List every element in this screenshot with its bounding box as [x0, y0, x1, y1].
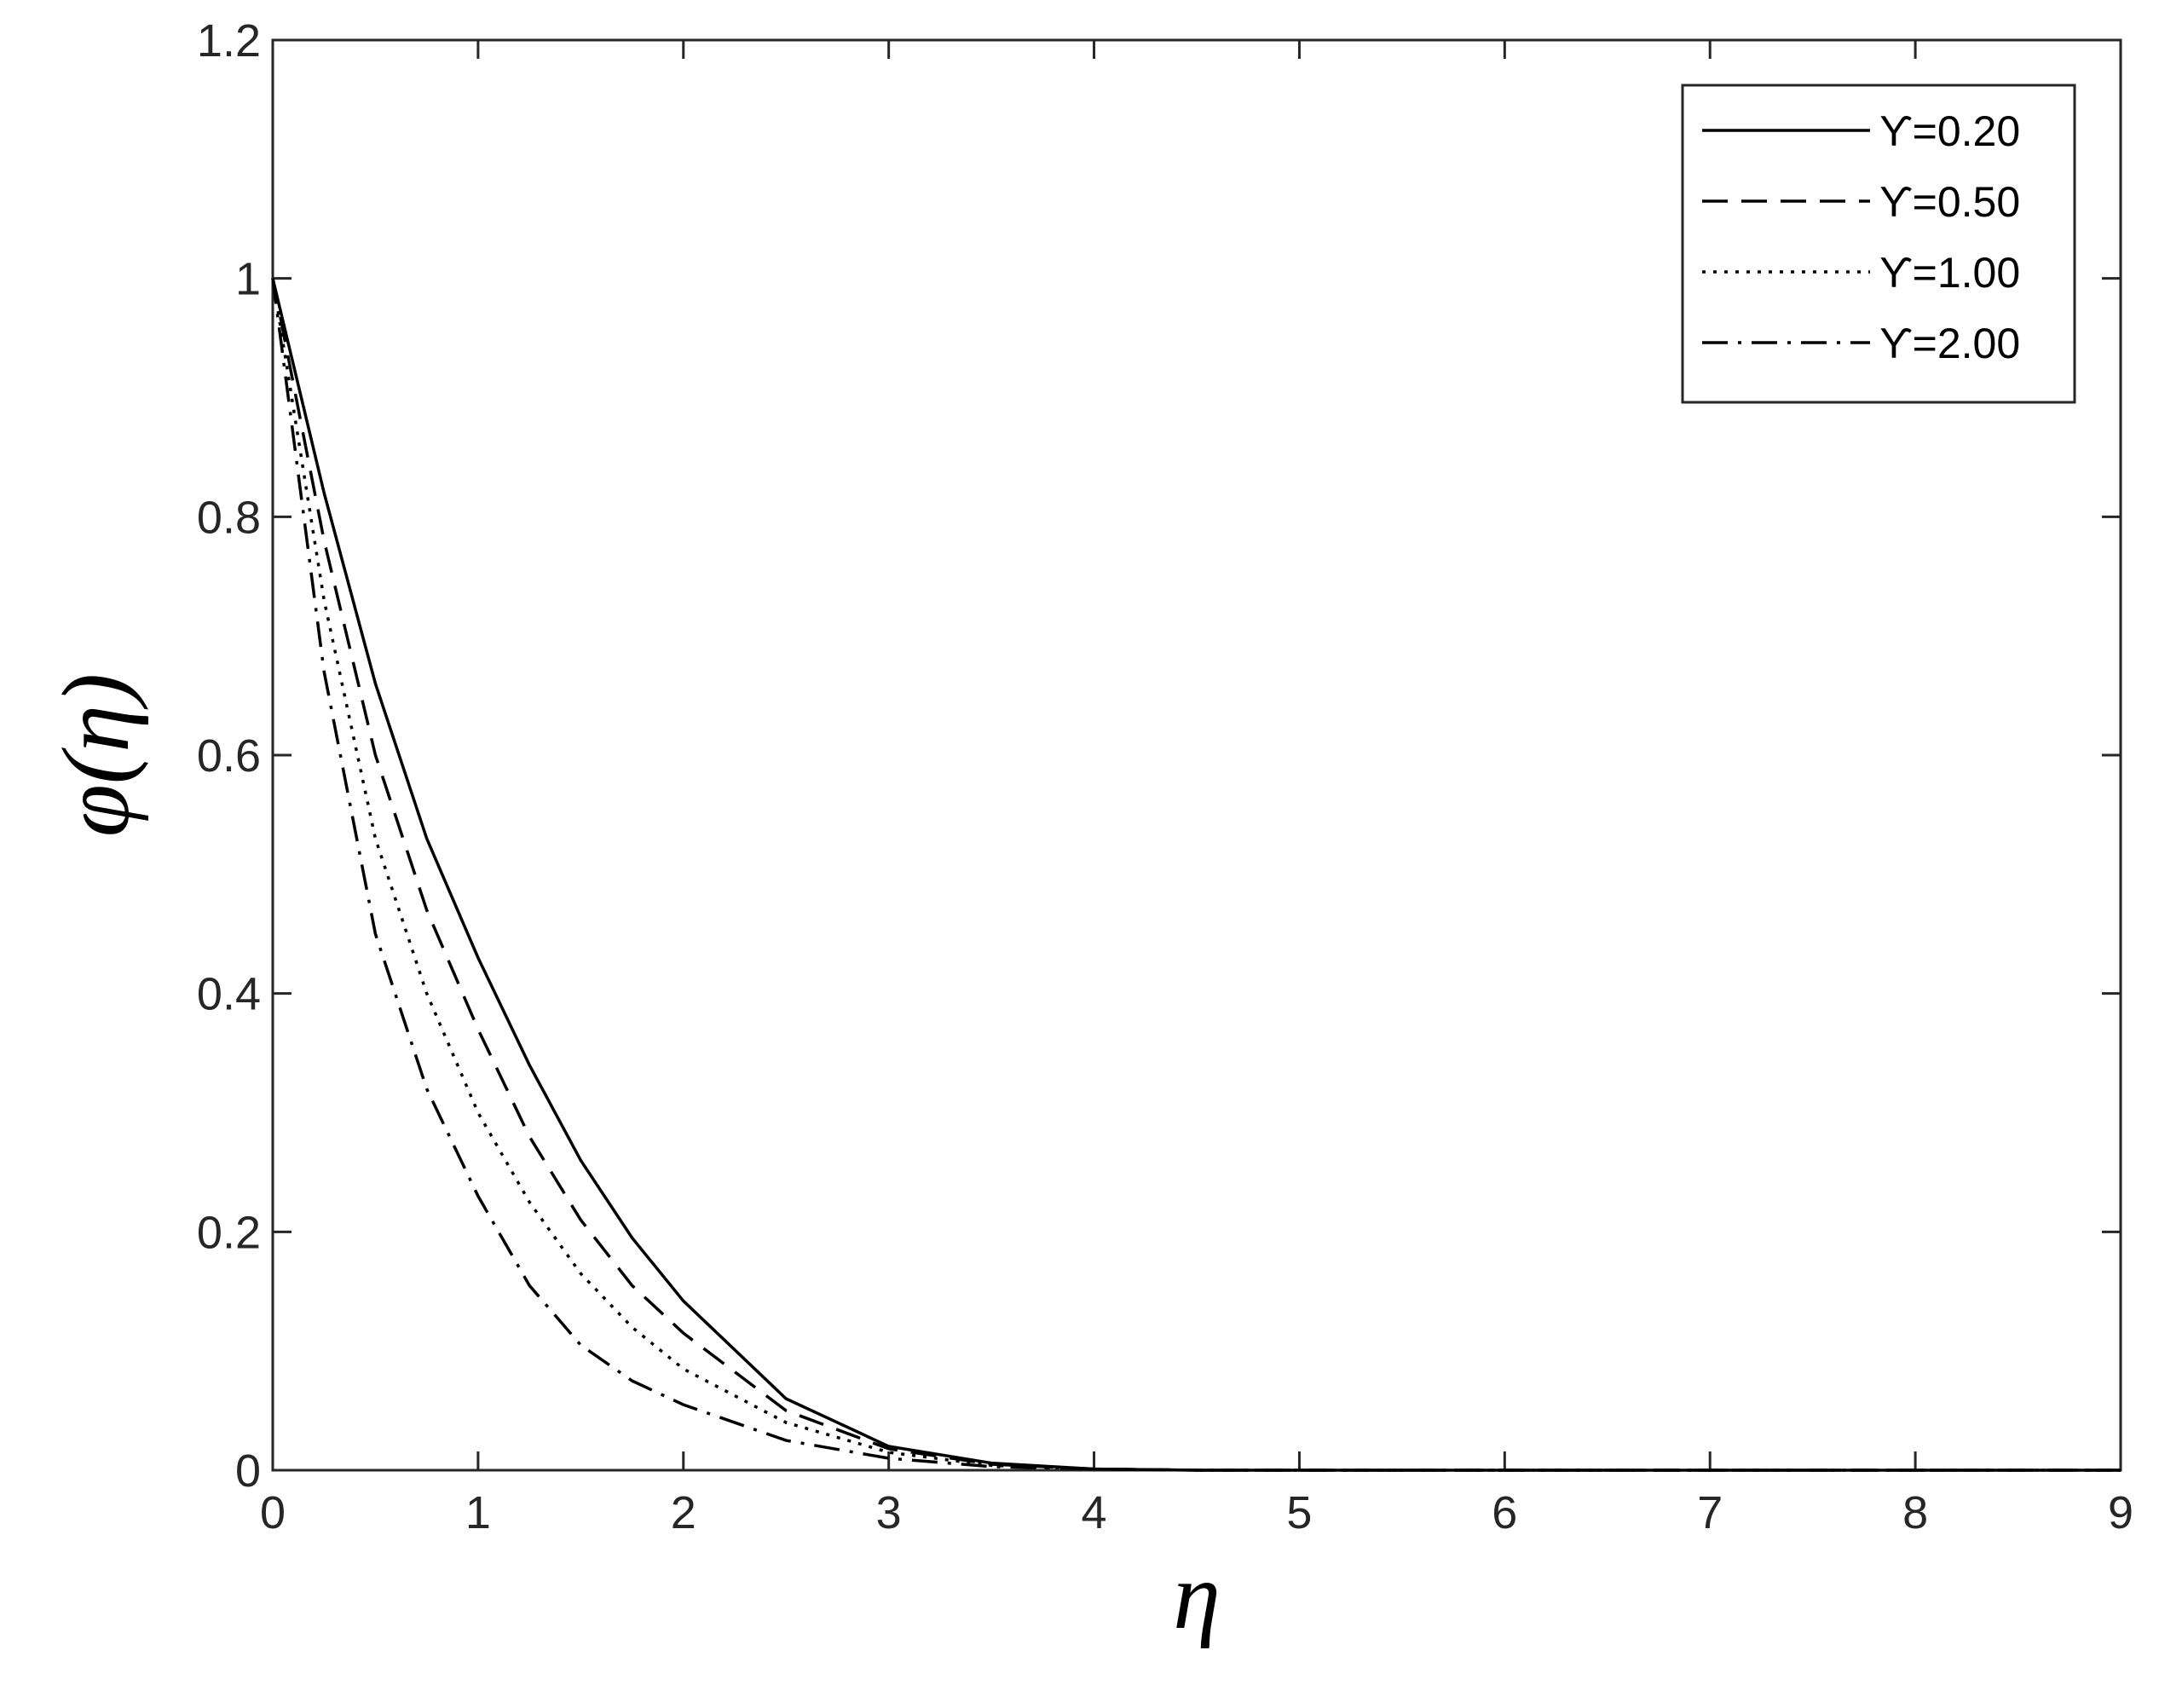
- x-tick-label: 0: [260, 1487, 286, 1538]
- x-tick-label: 8: [1902, 1487, 1928, 1538]
- x-tick-label: 9: [2108, 1487, 2133, 1538]
- x-tick-label: 5: [1286, 1487, 1312, 1538]
- y-tick-label: 1.2: [197, 15, 261, 66]
- y-tick-label: 1: [235, 254, 261, 305]
- x-axis-label: η: [1173, 1544, 1221, 1649]
- x-tick-label: 4: [1082, 1487, 1107, 1538]
- legend-label: ϒ=0.20: [1879, 107, 2020, 155]
- x-tick-label: 2: [671, 1487, 696, 1538]
- legend: ϒ=0.20 ϒ=0.50 ϒ=1.00 ϒ=2.00: [1681, 84, 2076, 404]
- y-axis-label: φ(η): [43, 673, 149, 837]
- y-tick-label: 0.2: [197, 1207, 261, 1258]
- legend-label: ϒ=2.00: [1879, 320, 2020, 367]
- x-tick-label: 6: [1492, 1487, 1517, 1538]
- legend-label: ϒ=1.00: [1879, 249, 2020, 297]
- x-tick-label: 7: [1697, 1487, 1723, 1538]
- y-tick-label: 0.6: [197, 730, 261, 782]
- data-line: [271, 278, 2121, 1472]
- x-tick-label: 1: [465, 1487, 491, 1538]
- y-tick-label: 0.8: [197, 492, 261, 543]
- y-tick-label: 0.4: [197, 969, 261, 1020]
- legend-label: ϒ=0.50: [1879, 178, 2020, 226]
- data-line: [271, 278, 2121, 1472]
- x-tick-label: 3: [876, 1487, 902, 1538]
- legend-box: [1681, 84, 2076, 404]
- data-line: [271, 278, 2121, 1472]
- data-line: [271, 278, 2121, 1472]
- y-tick-label: 0: [235, 1445, 261, 1497]
